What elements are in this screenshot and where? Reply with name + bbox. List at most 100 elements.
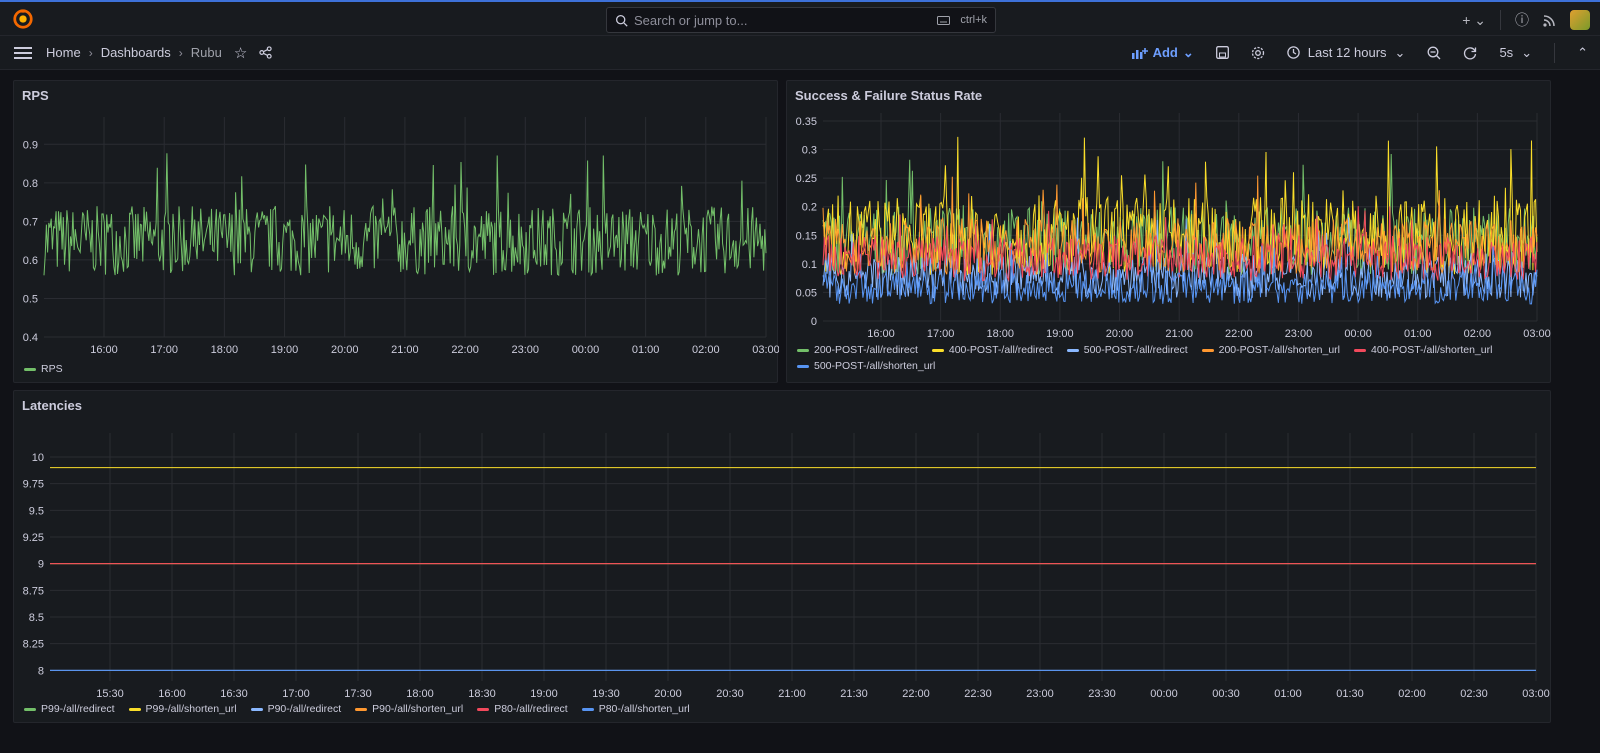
x-tick-label: 16:30 [220, 688, 248, 700]
legend-item[interactable]: 400-POST-/all/shorten_url [1354, 344, 1492, 356]
settings-gear-icon[interactable] [1251, 46, 1265, 60]
rps-chart[interactable]: 0.4 0.5 0.6 0.7 0.8 0.9 16:00 17:00 18:00 19:00 20… [14, 81, 779, 384]
y-tick-label: 8.25 [23, 639, 44, 651]
x-tick-label: 22:30 [964, 688, 992, 700]
legend-item[interactable]: P99-/all/shorten_url [128, 703, 237, 715]
legend-item[interactable]: 500-POST-/all/shorten_url [797, 360, 935, 372]
time-picker[interactable]: Last 12 hours ⌄ [1287, 45, 1405, 61]
refresh-interval-picker[interactable]: 5s ⌄ [1499, 44, 1533, 61]
x-tick-label: 17:00 [282, 688, 310, 700]
legend-item[interactable]: P90-/all/shorten_url [355, 703, 463, 715]
legend-item[interactable]: P80-/all/shorten_url [581, 703, 690, 715]
search-shortcut: ctrl+k [937, 14, 987, 26]
help-icon[interactable]: ⓘ [1515, 12, 1529, 28]
legend-swatch [1354, 348, 1367, 352]
status-rate-panel[interactable]: Success & Failure Status Rate 0 0.05 0.1 0.… [786, 80, 1551, 383]
y-tick-label: 0.05 [796, 287, 817, 299]
add-button[interactable]: Add ⌄ [1131, 45, 1194, 61]
x-tick-label: 23:00 [512, 344, 540, 356]
search-placeholder: Search or jump to... [634, 12, 748, 28]
x-tick-label: 03:00 [1522, 688, 1550, 700]
x-tick-label: 16:00 [158, 688, 186, 700]
x-tick-label: 17:00 [927, 328, 955, 340]
series-line [822, 136, 1538, 276]
legend-swatch [797, 364, 809, 368]
collapse-chevron-up-icon[interactable]: ⌃ [1577, 44, 1588, 60]
chevron-right-icon: › [178, 45, 183, 60]
x-tick-label: 18:00 [987, 328, 1015, 340]
breadcrumb-home[interactable]: Home [46, 45, 81, 60]
refresh-icon[interactable] [1463, 46, 1477, 60]
y-tick-label: 0 [811, 316, 817, 328]
y-tick-label: 0.1 [802, 259, 817, 271]
y-tick-label: 0.5 [23, 293, 38, 305]
legend-label: 200-POST-/all/redirect [814, 344, 918, 356]
news-rss-icon[interactable] [1543, 14, 1556, 27]
legend-swatch [128, 707, 141, 711]
rps-legend: RPS [24, 363, 63, 375]
x-tick-label: 16:00 [90, 344, 118, 356]
breadcrumb-dashboards[interactable]: Dashboards [100, 45, 171, 60]
latencies-legend: P99-/all/redirect P99-/all/shorten_url P90… [24, 703, 690, 715]
x-tick-label: 19:00 [530, 688, 558, 700]
legend-label: P99-/all/redirect [41, 703, 115, 715]
y-tick-label: 0.9 [23, 139, 38, 151]
legend-item[interactable]: P90-/all/redirect [250, 703, 342, 715]
menu-icon[interactable] [14, 46, 32, 59]
legend-swatch [1066, 348, 1079, 352]
search-icon [615, 14, 628, 27]
new-plus-icon[interactable]: + ⌄ [1462, 11, 1486, 28]
x-tick-label: 01:00 [1274, 688, 1302, 700]
chevron-right-icon: › [88, 45, 93, 60]
x-tick-label: 20:00 [1106, 328, 1134, 340]
legend-swatch [24, 707, 36, 711]
x-tick-label: 21:00 [1165, 328, 1193, 340]
x-tick-label: 23:00 [1026, 688, 1054, 700]
chevron-down-icon: ⌄ [1521, 44, 1533, 60]
x-tick-label: 20:00 [331, 344, 359, 356]
latencies-chart[interactable]: 8 8.25 8.5 8.75 9 9.25 9.5 9.75 10 15:30 16:00 16:3… [14, 391, 1552, 724]
latencies-panel[interactable]: Latencies 8 8.25 8.5 8.75 9 9.25 9.5 9.75 10 15:3… [13, 390, 1551, 723]
legend-item[interactable]: P80-/all/redirect [477, 703, 568, 715]
series-line [822, 245, 1538, 305]
x-tick-label: 23:30 [1088, 688, 1116, 700]
x-tick-label: 01:30 [1336, 688, 1364, 700]
x-tick-label: 19:00 [271, 344, 299, 356]
status-rate-chart[interactable]: 0 0.05 0.1 0.15 0.2 0.25 0.3 0.35 16:00 17:00 18:0… [787, 81, 1552, 384]
star-icon[interactable]: ☆ [233, 44, 248, 62]
keyboard-icon [937, 15, 951, 25]
y-tick-label: 0.3 [802, 145, 817, 157]
legend-item[interactable]: 500-POST-/all/redirect [1066, 344, 1188, 356]
legend-item[interactable]: 200-POST-/all/shorten_url [1201, 344, 1340, 356]
legend-swatch [931, 348, 944, 352]
x-tick-label: 21:30 [840, 688, 868, 700]
zoom-out-icon[interactable] [1427, 46, 1441, 60]
status-rate-legend: 200-POST-/all/redirect 400-POST-/all/redi… [797, 344, 1537, 372]
breadcrumb-current: Rubu [190, 45, 222, 60]
legend-label: P80-/all/shorten_url [598, 703, 690, 715]
y-tick-label: 0.15 [796, 230, 817, 242]
x-tick-label: 01:00 [1404, 328, 1432, 340]
search-bar[interactable]: Search or jump to... ctrl+k [606, 7, 996, 33]
nav-bar: Home › Dashboards › Rubu ☆ Add ⌄ Last 12… [0, 36, 1600, 70]
x-tick-label: 22:00 [902, 688, 930, 700]
x-tick-label: 02:30 [1460, 688, 1488, 700]
y-tick-label: 8.5 [29, 612, 44, 624]
legend-item[interactable]: P99-/all/redirect [24, 703, 115, 715]
rps-panel[interactable]: RPS 0.4 0.5 0.6 0.7 0.8 0.9 16:00 17:00 18:00 19:… [13, 80, 779, 384]
x-tick-label: 00:30 [1212, 688, 1240, 700]
user-avatar[interactable] [1570, 10, 1590, 30]
x-tick-label: 02:00 [692, 344, 720, 356]
legend-label: P90-/all/redirect [267, 703, 342, 715]
series-line [822, 206, 1538, 283]
legend-item[interactable]: 200-POST-/all/redirect [797, 344, 918, 356]
save-icon[interactable] [1215, 46, 1229, 59]
grafana-logo-icon[interactable] [12, 8, 34, 30]
x-tick-label: 00:00 [1344, 328, 1372, 340]
legend-item[interactable]: 400-POST-/all/redirect [931, 344, 1053, 356]
x-tick-label: 17:30 [344, 688, 372, 700]
add-panel-icon [1131, 47, 1148, 59]
share-icon[interactable] [259, 46, 273, 59]
legend-item[interactable]: RPS [24, 363, 63, 375]
panel-title: Latencies [22, 398, 82, 413]
